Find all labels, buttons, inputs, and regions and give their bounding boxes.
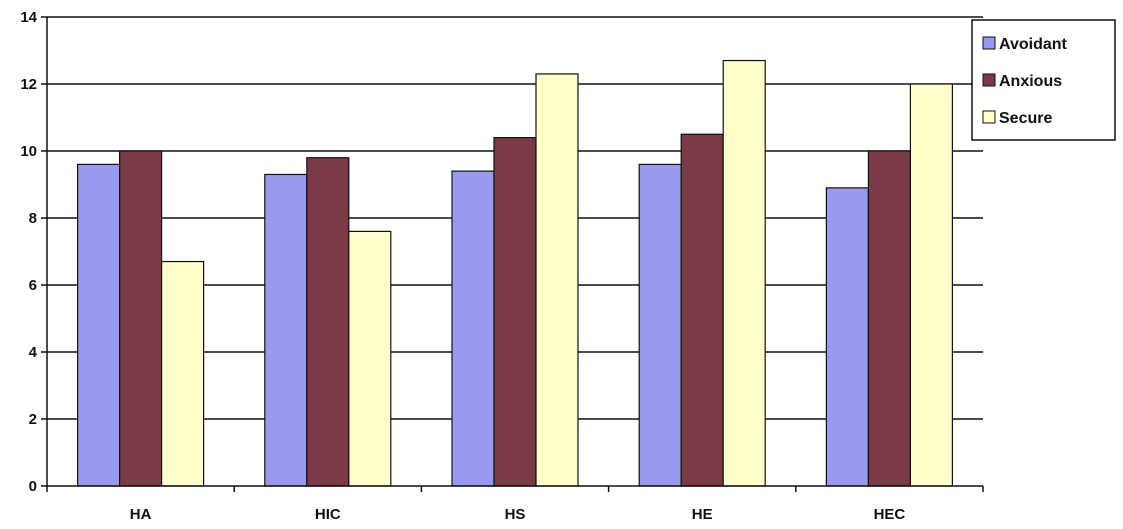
legend-swatch-secure [982,110,996,124]
legend-swatch-anxious [982,73,996,87]
bar-anxious-hs [493,137,537,487]
y-tick-label: 0 [29,478,37,495]
x-tick-label: HA [130,506,152,523]
bar-anxious-he [680,133,724,487]
legend: Avoidant Anxious Secure [971,19,1116,141]
y-tick-label: 6 [29,277,37,294]
bar-secure-ha [161,260,205,487]
bar-secure-hic [348,230,392,487]
bar-secure-he [722,59,766,487]
bars [76,59,954,487]
bar-avoidant-he [638,163,682,487]
bar-secure-hs [535,73,579,487]
x-tick-label: HEC [874,506,906,523]
x-axis-ticks: HA HIC HS HE HEC [46,486,984,523]
x-tick-label: HS [505,506,526,523]
x-tick-label: HE [692,506,713,523]
bar-avoidant-hic [264,173,308,487]
legend-label-avoidant: Avoidant [999,36,1068,53]
bar-anxious-ha [118,150,163,487]
y-tick-label: 10 [20,143,37,160]
y-tick-label: 2 [29,411,37,428]
legend-label-anxious: Anxious [999,73,1062,90]
legend-box [971,19,1116,141]
legend-swatch-avoidant [982,36,996,50]
legend-label-secure: Secure [999,110,1052,127]
y-tick-label: 8 [29,210,37,227]
y-tick-label: 4 [29,344,38,361]
y-tick-label: 14 [20,9,37,26]
bar-anxious-hec [867,150,912,487]
bar-secure-hec [909,83,954,487]
bar-avoidant-hs [451,170,495,487]
bar-anxious-hic [306,157,350,487]
axes [46,17,983,487]
y-axis-ticks: 0 2 4 6 8 10 12 14 [20,9,47,495]
x-tick-label: HIC [315,506,341,523]
bar-avoidant-hec [825,187,870,487]
bar-avoidant-ha [76,163,121,487]
y-tick-label: 12 [20,76,37,93]
